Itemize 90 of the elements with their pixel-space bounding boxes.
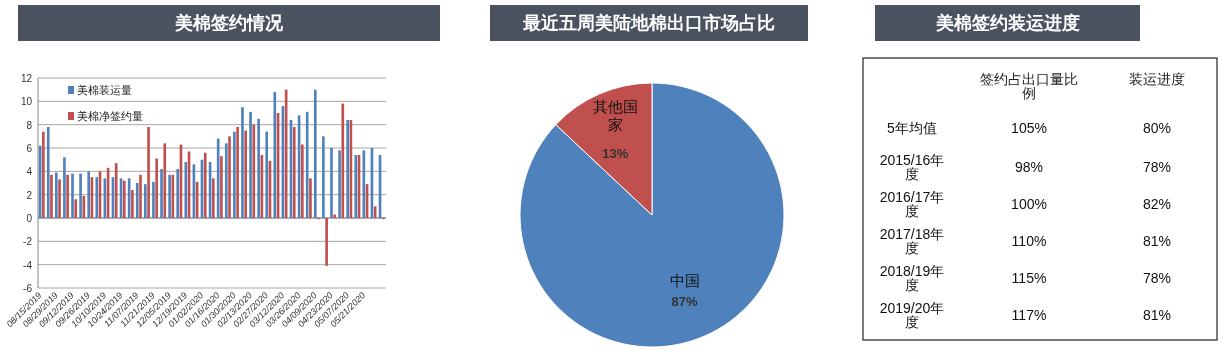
bar — [131, 190, 134, 218]
bar — [50, 174, 53, 218]
bar — [203, 152, 207, 218]
bar — [233, 131, 236, 218]
bar — [160, 169, 163, 218]
bar — [135, 183, 139, 218]
y-tick-label: 4 — [26, 166, 33, 178]
bar — [341, 103, 345, 218]
category-label: 5年均值 — [887, 120, 937, 136]
legend-label: 美棉装运量 — [77, 84, 132, 96]
bar — [95, 177, 99, 218]
pie-slice — [519, 82, 785, 348]
text: 117% — [1011, 307, 1047, 323]
bar — [163, 143, 167, 218]
text: 81% — [1142, 307, 1172, 323]
bar — [249, 111, 252, 218]
y-tick-label: -2 — [23, 236, 33, 248]
bar — [330, 148, 333, 218]
bar — [176, 169, 180, 218]
text: 98% — [1014, 159, 1044, 175]
bar — [301, 144, 304, 218]
y-tick-label: 0 — [26, 213, 33, 224]
bar — [147, 127, 150, 218]
bar — [58, 179, 61, 218]
category-label: 2019/20年度 — [879, 300, 945, 330]
slice-label: 其他国家 — [592, 98, 638, 134]
bar — [346, 120, 349, 218]
bar — [224, 143, 228, 218]
chart-title: 最近五周美陆地棉出口市场占比 — [522, 13, 775, 33]
bar — [309, 178, 312, 218]
text: 81% — [1142, 233, 1172, 249]
y-tick-label: 6 — [26, 143, 33, 154]
text: 82% — [1142, 196, 1172, 212]
y-tick-label: 10 — [20, 96, 33, 108]
bar — [66, 174, 69, 218]
bar — [155, 158, 158, 218]
bar — [325, 218, 328, 266]
slice-label: 中国 — [669, 272, 700, 290]
bar — [152, 181, 155, 218]
bar — [252, 124, 256, 218]
y-tick-label: -4 — [23, 259, 33, 271]
text: 100% — [1011, 196, 1047, 212]
data-label: 87% — [671, 294, 698, 310]
y-tick-label: 2 — [26, 189, 33, 201]
legend-label: 美棉净签约量 — [77, 110, 143, 122]
y-tick-label: -6 — [23, 283, 33, 294]
bar — [338, 150, 341, 218]
category-label: 签约占出口量比例 — [980, 71, 1078, 101]
bar — [313, 89, 317, 218]
y-tick-label: 8 — [26, 119, 33, 131]
bar — [46, 127, 50, 218]
bar — [305, 111, 309, 218]
chart-title: 美棉签约情况 — [174, 13, 284, 33]
text: 110% — [1011, 233, 1047, 249]
bar — [212, 178, 215, 218]
category-label: 2016/17年度 — [879, 189, 945, 219]
bar — [79, 173, 82, 218]
bar — [42, 131, 45, 218]
text: 105% — [1011, 120, 1047, 136]
bar — [63, 157, 66, 218]
bar — [144, 184, 147, 218]
bar — [244, 130, 248, 218]
bar — [139, 174, 142, 218]
bar — [228, 136, 231, 218]
text: 美棉签约装运进度 — [934, 13, 1080, 33]
bar — [55, 172, 58, 218]
bar — [241, 107, 244, 218]
bar — [168, 174, 171, 218]
bar — [236, 127, 239, 218]
bar — [74, 199, 78, 218]
y-tick-label: 12 — [20, 73, 33, 84]
bar — [220, 156, 223, 218]
bar — [184, 162, 188, 218]
category-label: 2017/18年度 — [879, 226, 945, 256]
bar — [292, 127, 296, 218]
data-label: 13% — [602, 146, 629, 162]
bar — [87, 171, 90, 218]
bar — [322, 136, 325, 218]
text: 80% — [1142, 120, 1172, 136]
bar — [265, 131, 269, 218]
category-label: 装运进度 — [1129, 71, 1185, 87]
bar — [257, 118, 260, 218]
category-label: 2018/19年度 — [879, 263, 945, 293]
bar — [71, 173, 74, 218]
text: 78% — [1142, 270, 1172, 286]
category-label: 2015/16年度 — [879, 152, 945, 182]
text: 115% — [1011, 270, 1047, 286]
bar — [114, 163, 118, 218]
bar — [333, 214, 337, 218]
text: 78% — [1142, 159, 1172, 175]
